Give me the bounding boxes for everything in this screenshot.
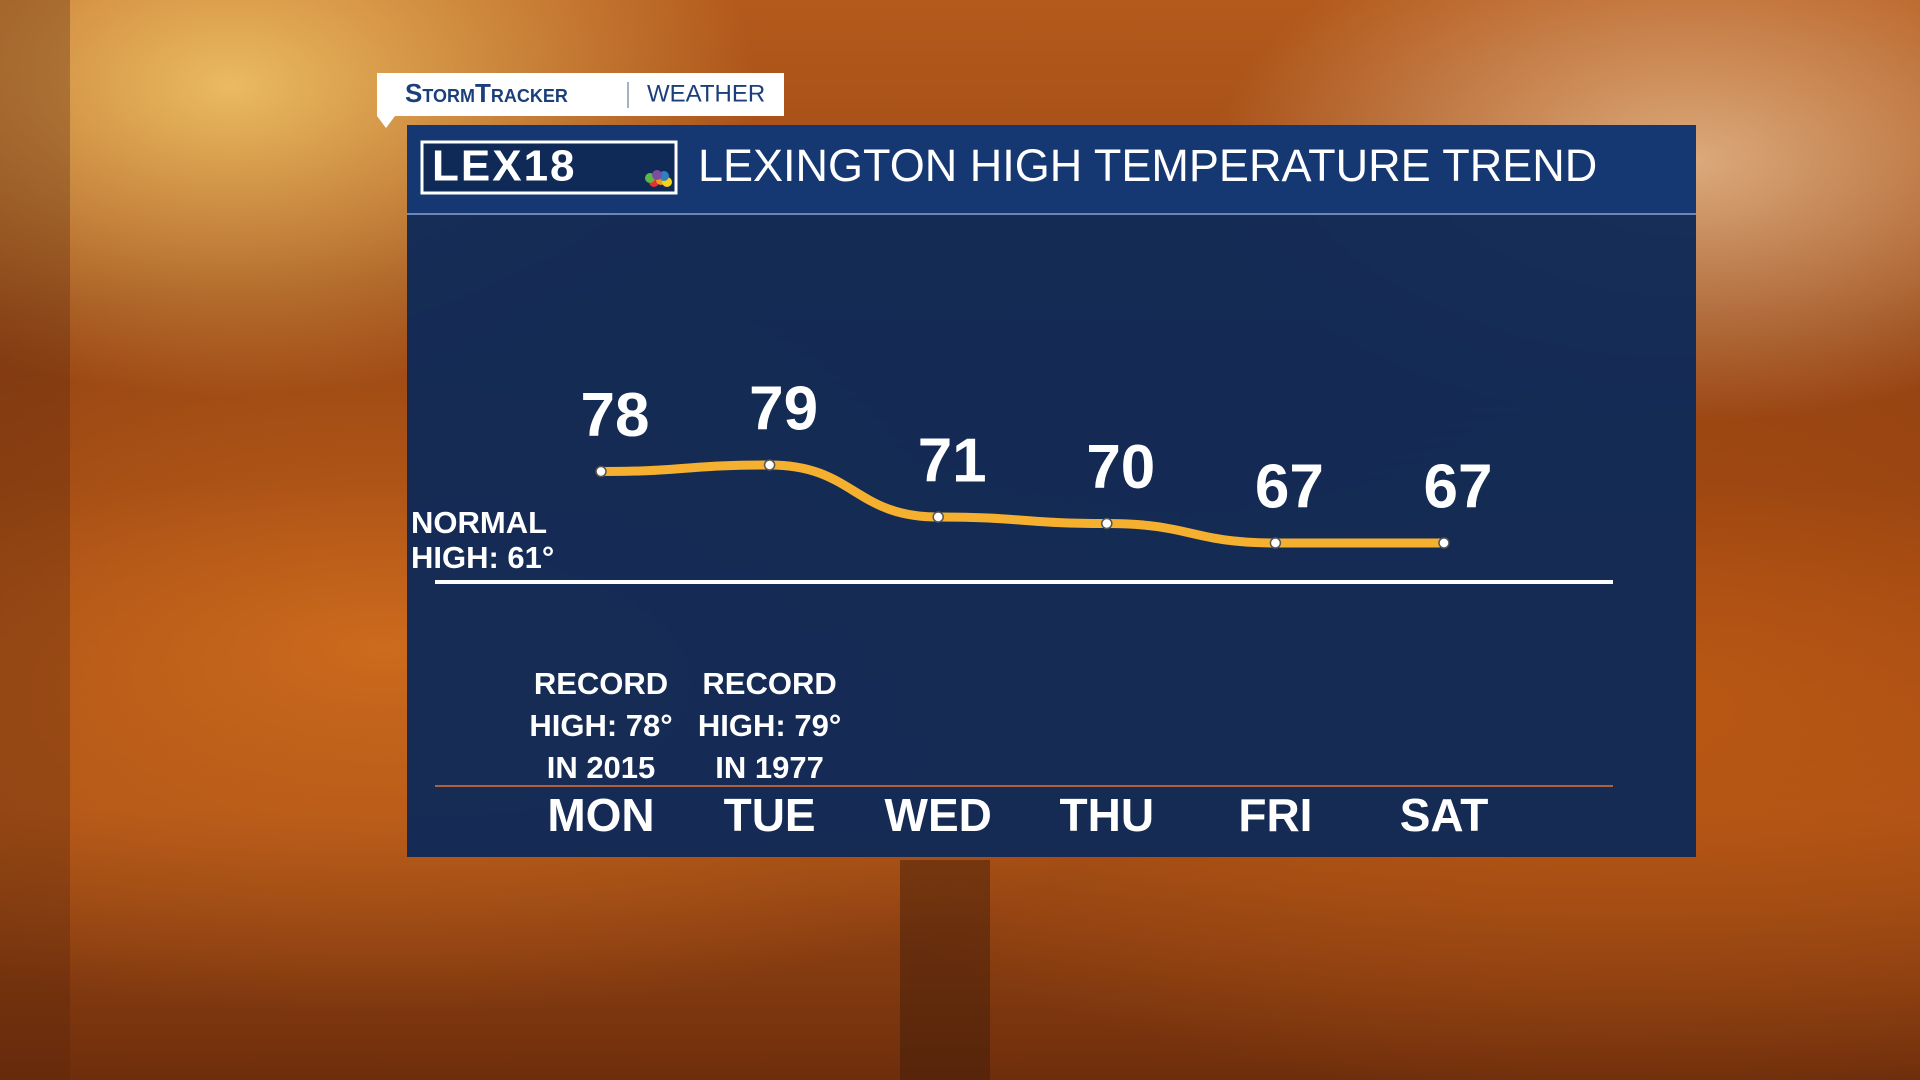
value-label: 78 [581, 381, 650, 450]
logo: LEX18 [432, 142, 577, 191]
brand-name: StormTracker [405, 78, 568, 108]
tree-trunk [0, 0, 70, 1080]
record-note: RECORD [702, 666, 836, 701]
trend-line [596, 460, 1449, 548]
normal-label: NORMAL [411, 505, 547, 540]
value-label: 71 [918, 426, 987, 495]
point [1438, 537, 1450, 549]
logo-box [420, 140, 678, 195]
value-label: 67 [1255, 452, 1324, 521]
point [763, 459, 776, 471]
header-tag [377, 73, 784, 116]
header-tag-tail [377, 116, 395, 128]
category-label: FRI [1238, 789, 1312, 841]
record-note: RECORD [534, 666, 668, 701]
peacock [645, 170, 672, 187]
point [1269, 537, 1282, 549]
category-label: THU [1060, 789, 1155, 841]
category-label: WED [885, 789, 992, 841]
chart-title: LEXINGTON HIGH TEMPERATURE TREND [698, 140, 1597, 191]
category-label: TUE [724, 789, 816, 841]
record-note: HIGH: 79° [698, 708, 841, 743]
category-label: SAT [1400, 789, 1489, 841]
record-note: HIGH: 78° [529, 708, 672, 743]
value-label: 67 [1424, 452, 1493, 521]
category-label: MON [547, 789, 654, 841]
normal-label: HIGH: 61° [411, 540, 554, 575]
point [1101, 517, 1113, 530]
panel [407, 125, 1696, 857]
record-note: IN 2015 [547, 750, 656, 785]
value-label: 79 [749, 374, 818, 443]
record-note: IN 1977 [715, 750, 824, 785]
tree-trunk [900, 860, 990, 1080]
point [932, 511, 944, 523]
value-label: 70 [1086, 433, 1155, 502]
point [595, 465, 607, 478]
brand-section: WEATHER [647, 80, 765, 107]
